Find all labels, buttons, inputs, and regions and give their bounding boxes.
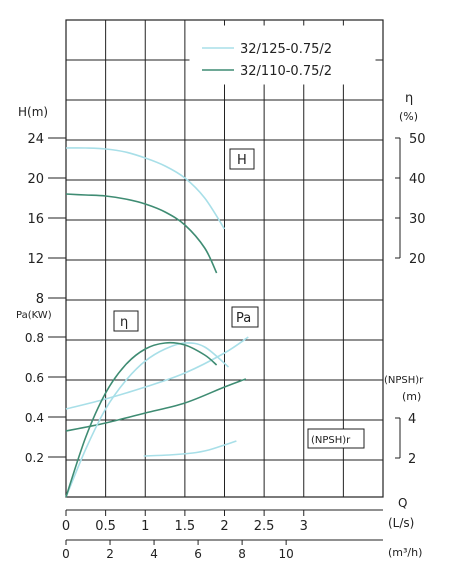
head-axis-label: H(m) <box>18 105 48 119</box>
flow-m3h-tick-label: 4 <box>150 547 158 561</box>
power-curve-tag: Pa <box>236 311 251 326</box>
plot-grid <box>65 19 384 498</box>
head-curve-tag-box <box>229 148 255 170</box>
efficiency-tick-label: 30 <box>409 212 426 227</box>
efficiency-axis-unit: (%) <box>399 110 418 123</box>
flow-ls-axis-unit: (L/s) <box>388 516 414 530</box>
efficiency-tick-label: 50 <box>409 132 426 147</box>
flow-ls-tick-label: 0 <box>62 519 70 534</box>
flow-m3h-axis-unit: (m³/h) <box>388 546 422 559</box>
power-axis-label: Pa(KW) <box>16 310 52 321</box>
flow-ls-tick-label: 1.5 <box>175 519 196 534</box>
legend-label-2: 32/110-0.75/2 <box>240 64 332 79</box>
flow-ls-tick-label: 3 <box>300 519 308 534</box>
series-power-3 <box>65 336 249 410</box>
curve-layer <box>65 147 249 498</box>
npsh-axis-unit: (m) <box>402 390 421 403</box>
efficiency-curve-tag: η <box>120 315 128 330</box>
head-curve-tag: H <box>237 153 247 168</box>
series-efficiency-5 <box>65 342 230 498</box>
series-npsh-7 <box>143 440 237 457</box>
flow-m3h-tick-label: 0 <box>62 547 70 561</box>
efficiency-tick-label: 20 <box>409 252 426 267</box>
flow-ls-tick-label: 1 <box>141 519 149 534</box>
npsh-axis-label: (NPSH)r <box>384 375 424 386</box>
flow-m3h-tick-label: 10 <box>278 547 293 561</box>
efficiency-scale-bracket <box>395 137 401 259</box>
flow-ls-tick-label: 2.5 <box>254 519 275 534</box>
npsh-curve-tag: (NPSH)r <box>311 435 351 446</box>
efficiency-curve-tag-box <box>113 310 139 332</box>
npsh-tick-label: 2 <box>408 452 416 467</box>
legend-box <box>189 25 376 85</box>
npsh-curve-tag-box <box>307 428 365 449</box>
power-tick-label: 0.6 <box>25 371 44 385</box>
npsh-tick-label: 4 <box>408 412 416 427</box>
legend-label-1: 32/125-0.75/2 <box>240 42 332 57</box>
efficiency-axis-label: η <box>405 91 413 106</box>
flow-m3h-tick-label: 6 <box>194 547 202 561</box>
head-tick-label: 24 <box>27 132 44 147</box>
power-tick-label: 0.8 <box>25 331 44 345</box>
head-tick-label: 20 <box>27 172 44 187</box>
flow-ls-tick-label: 0.5 <box>95 519 116 534</box>
power-tick-label: 0.2 <box>25 451 44 465</box>
flow-m3h-tick-label: 2 <box>106 547 114 561</box>
series-efficiency-6 <box>65 341 218 498</box>
series-head-1 <box>65 147 226 230</box>
head-tick-label: 16 <box>27 212 44 227</box>
series-power-4 <box>65 378 247 432</box>
power-tick-label: 0.4 <box>25 411 44 425</box>
head-tick-label: 12 <box>27 252 44 267</box>
series-head-2 <box>65 193 218 274</box>
flow-ls-axis-label: Q <box>398 496 407 510</box>
power-curve-tag-box <box>231 306 259 328</box>
flow-m3h-tick-label: 8 <box>238 547 246 561</box>
flow-ls-tick-label: 2 <box>220 519 228 534</box>
efficiency-tick-label: 40 <box>409 172 426 187</box>
head-tick-label: 8 <box>36 292 44 307</box>
npsh-scale-bracket <box>395 417 401 459</box>
